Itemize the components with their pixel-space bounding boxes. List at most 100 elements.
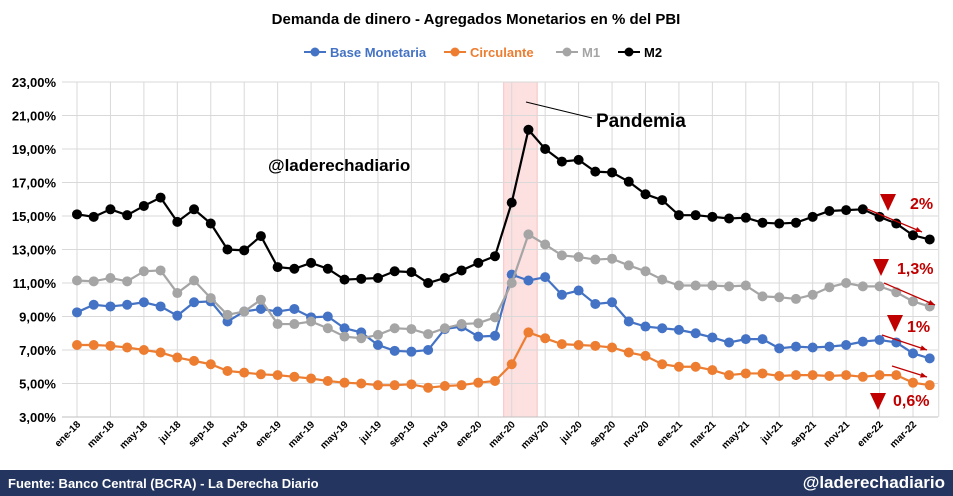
data-point [389, 323, 400, 334]
x-tick-label: may-21 [720, 419, 752, 451]
x-tick-label: jul-19 [357, 419, 384, 446]
x-tick-label: ene-22 [855, 419, 885, 449]
data-point [891, 218, 902, 229]
data-point [523, 327, 534, 338]
data-point [924, 380, 935, 391]
data-point [272, 319, 283, 330]
data-point [657, 195, 668, 206]
data-point [690, 280, 701, 291]
data-point [205, 293, 216, 304]
data-point [607, 297, 618, 308]
x-tick-label: may-19 [318, 419, 350, 451]
data-point [673, 361, 684, 372]
data-point [690, 210, 701, 221]
series-base-monetaria [72, 269, 935, 364]
data-point [439, 323, 450, 334]
data-point [908, 348, 918, 359]
data-point [239, 245, 250, 256]
data-point [857, 204, 868, 215]
data-point [406, 267, 417, 278]
data-point [423, 329, 434, 340]
data-point [774, 292, 785, 303]
arrow-head-icon [920, 345, 927, 351]
data-point [122, 342, 133, 353]
data-point [255, 294, 266, 305]
y-tick-label: 7,00% [19, 343, 56, 358]
x-tick-label: jul-20 [558, 419, 585, 446]
data-point [640, 266, 651, 277]
data-point [707, 365, 718, 376]
data-point [757, 334, 768, 345]
data-point [439, 272, 450, 283]
data-point [556, 339, 567, 350]
data-point [172, 216, 183, 227]
data-point [556, 289, 567, 300]
series-circulante [72, 327, 935, 393]
data-point [356, 333, 367, 344]
drop-annotation: 1% [881, 315, 930, 351]
data-point [272, 306, 283, 317]
data-point [88, 339, 99, 350]
chart: Demanda de dinero - Agregados Monetarios… [12, 11, 940, 451]
series-line [76, 273, 931, 360]
data-point [824, 341, 835, 352]
x-tick-label: nov-21 [822, 419, 853, 450]
x-tick-label: mar-19 [286, 419, 317, 450]
data-point [138, 297, 149, 308]
data-point [272, 370, 283, 381]
data-point [473, 318, 484, 329]
data-point [490, 251, 500, 262]
x-tick-label: ene-20 [454, 419, 484, 449]
data-point [506, 359, 517, 370]
data-point [289, 303, 300, 314]
data-point [456, 319, 467, 330]
data-point [590, 298, 601, 309]
data-point [473, 377, 484, 388]
data-point [857, 336, 868, 347]
data-point [372, 329, 383, 340]
data-point [189, 355, 200, 366]
data-point [540, 272, 551, 283]
data-point [506, 278, 517, 288]
arrow-head-icon [928, 299, 935, 305]
data-point [155, 192, 166, 203]
y-tick-label: 13,00% [12, 243, 57, 258]
data-point [189, 204, 200, 215]
data-point [122, 210, 133, 221]
x-tick-label: ene-21 [655, 419, 685, 449]
data-point [807, 289, 818, 300]
data-point [707, 332, 718, 343]
chart-title: Demanda de dinero - Agregados Monetarios… [272, 11, 681, 28]
data-point [306, 257, 317, 268]
legend-marker [562, 47, 572, 57]
x-tick-label: mar-20 [487, 419, 518, 450]
data-point [289, 263, 300, 274]
data-point [255, 231, 266, 242]
x-tick-label: sep-21 [789, 419, 819, 449]
data-point [740, 334, 751, 345]
trend-arrow [883, 282, 936, 306]
data-point [155, 347, 166, 358]
data-point [824, 282, 835, 293]
drop-label: 2% [910, 196, 933, 213]
data-point [389, 266, 400, 277]
data-point [406, 324, 417, 335]
data-point [540, 144, 551, 154]
data-point [640, 350, 651, 361]
data-point [222, 244, 233, 255]
data-point [122, 276, 133, 287]
y-tick-label: 17,00% [12, 176, 57, 191]
data-point [673, 280, 684, 291]
data-point [339, 377, 350, 388]
data-point [607, 342, 618, 353]
data-point [423, 278, 434, 288]
data-point [740, 368, 751, 379]
data-point [857, 281, 868, 292]
data-point [490, 375, 500, 386]
data-point [105, 204, 116, 215]
data-point [372, 380, 383, 391]
data-point [707, 211, 718, 222]
drop-annotation: 0,6% [870, 365, 929, 410]
data-point [322, 311, 333, 322]
data-point [423, 345, 434, 355]
